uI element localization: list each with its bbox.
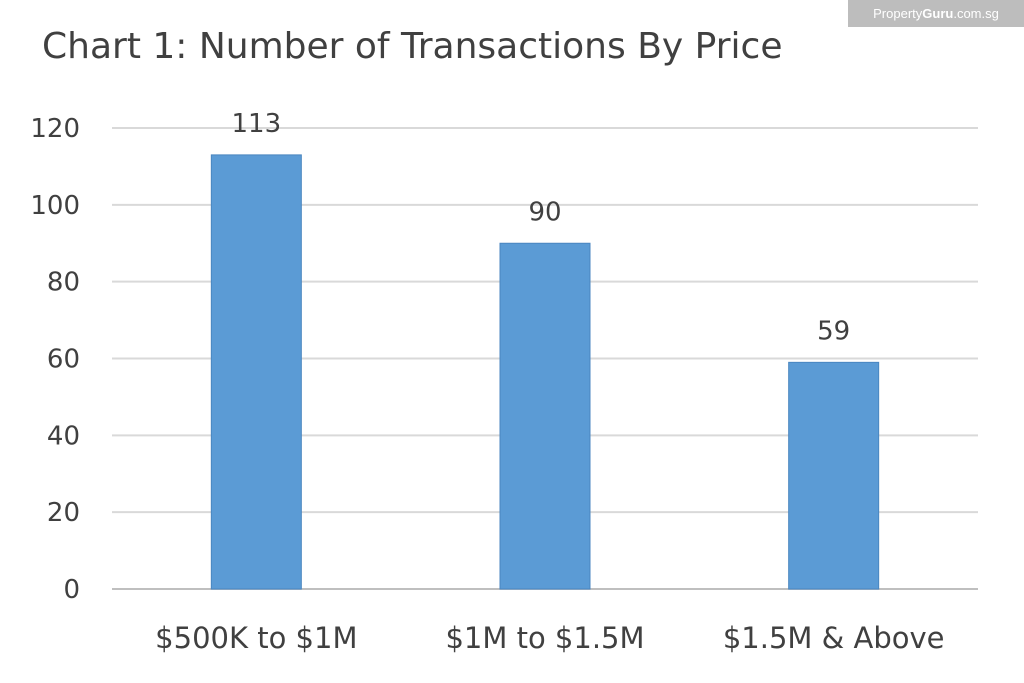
y-tick-label: 0: [63, 575, 80, 605]
data-label: 90: [528, 197, 561, 227]
data-label: 59: [817, 316, 850, 346]
y-tick-label: 80: [47, 268, 80, 298]
bar: [499, 242, 591, 590]
propertyguru-watermark: PropertyGuru.com.sg: [848, 0, 1024, 27]
y-tick-label: 20: [47, 498, 80, 528]
y-tick-label: 60: [47, 345, 80, 375]
x-tick-label: $500K to $1M: [155, 621, 357, 655]
data-label: 113: [232, 109, 282, 139]
bar: [210, 154, 302, 590]
y-tick-label: 120: [30, 114, 80, 144]
x-tick-label: $1M to $1.5M: [445, 621, 644, 655]
chart-title: Chart 1: Number of Transactions By Price: [42, 26, 783, 67]
x-tick-label: $1.5M & Above: [723, 621, 945, 655]
y-tick-label: 40: [47, 421, 80, 451]
bar: [788, 361, 880, 590]
y-tick-label: 100: [30, 191, 80, 221]
